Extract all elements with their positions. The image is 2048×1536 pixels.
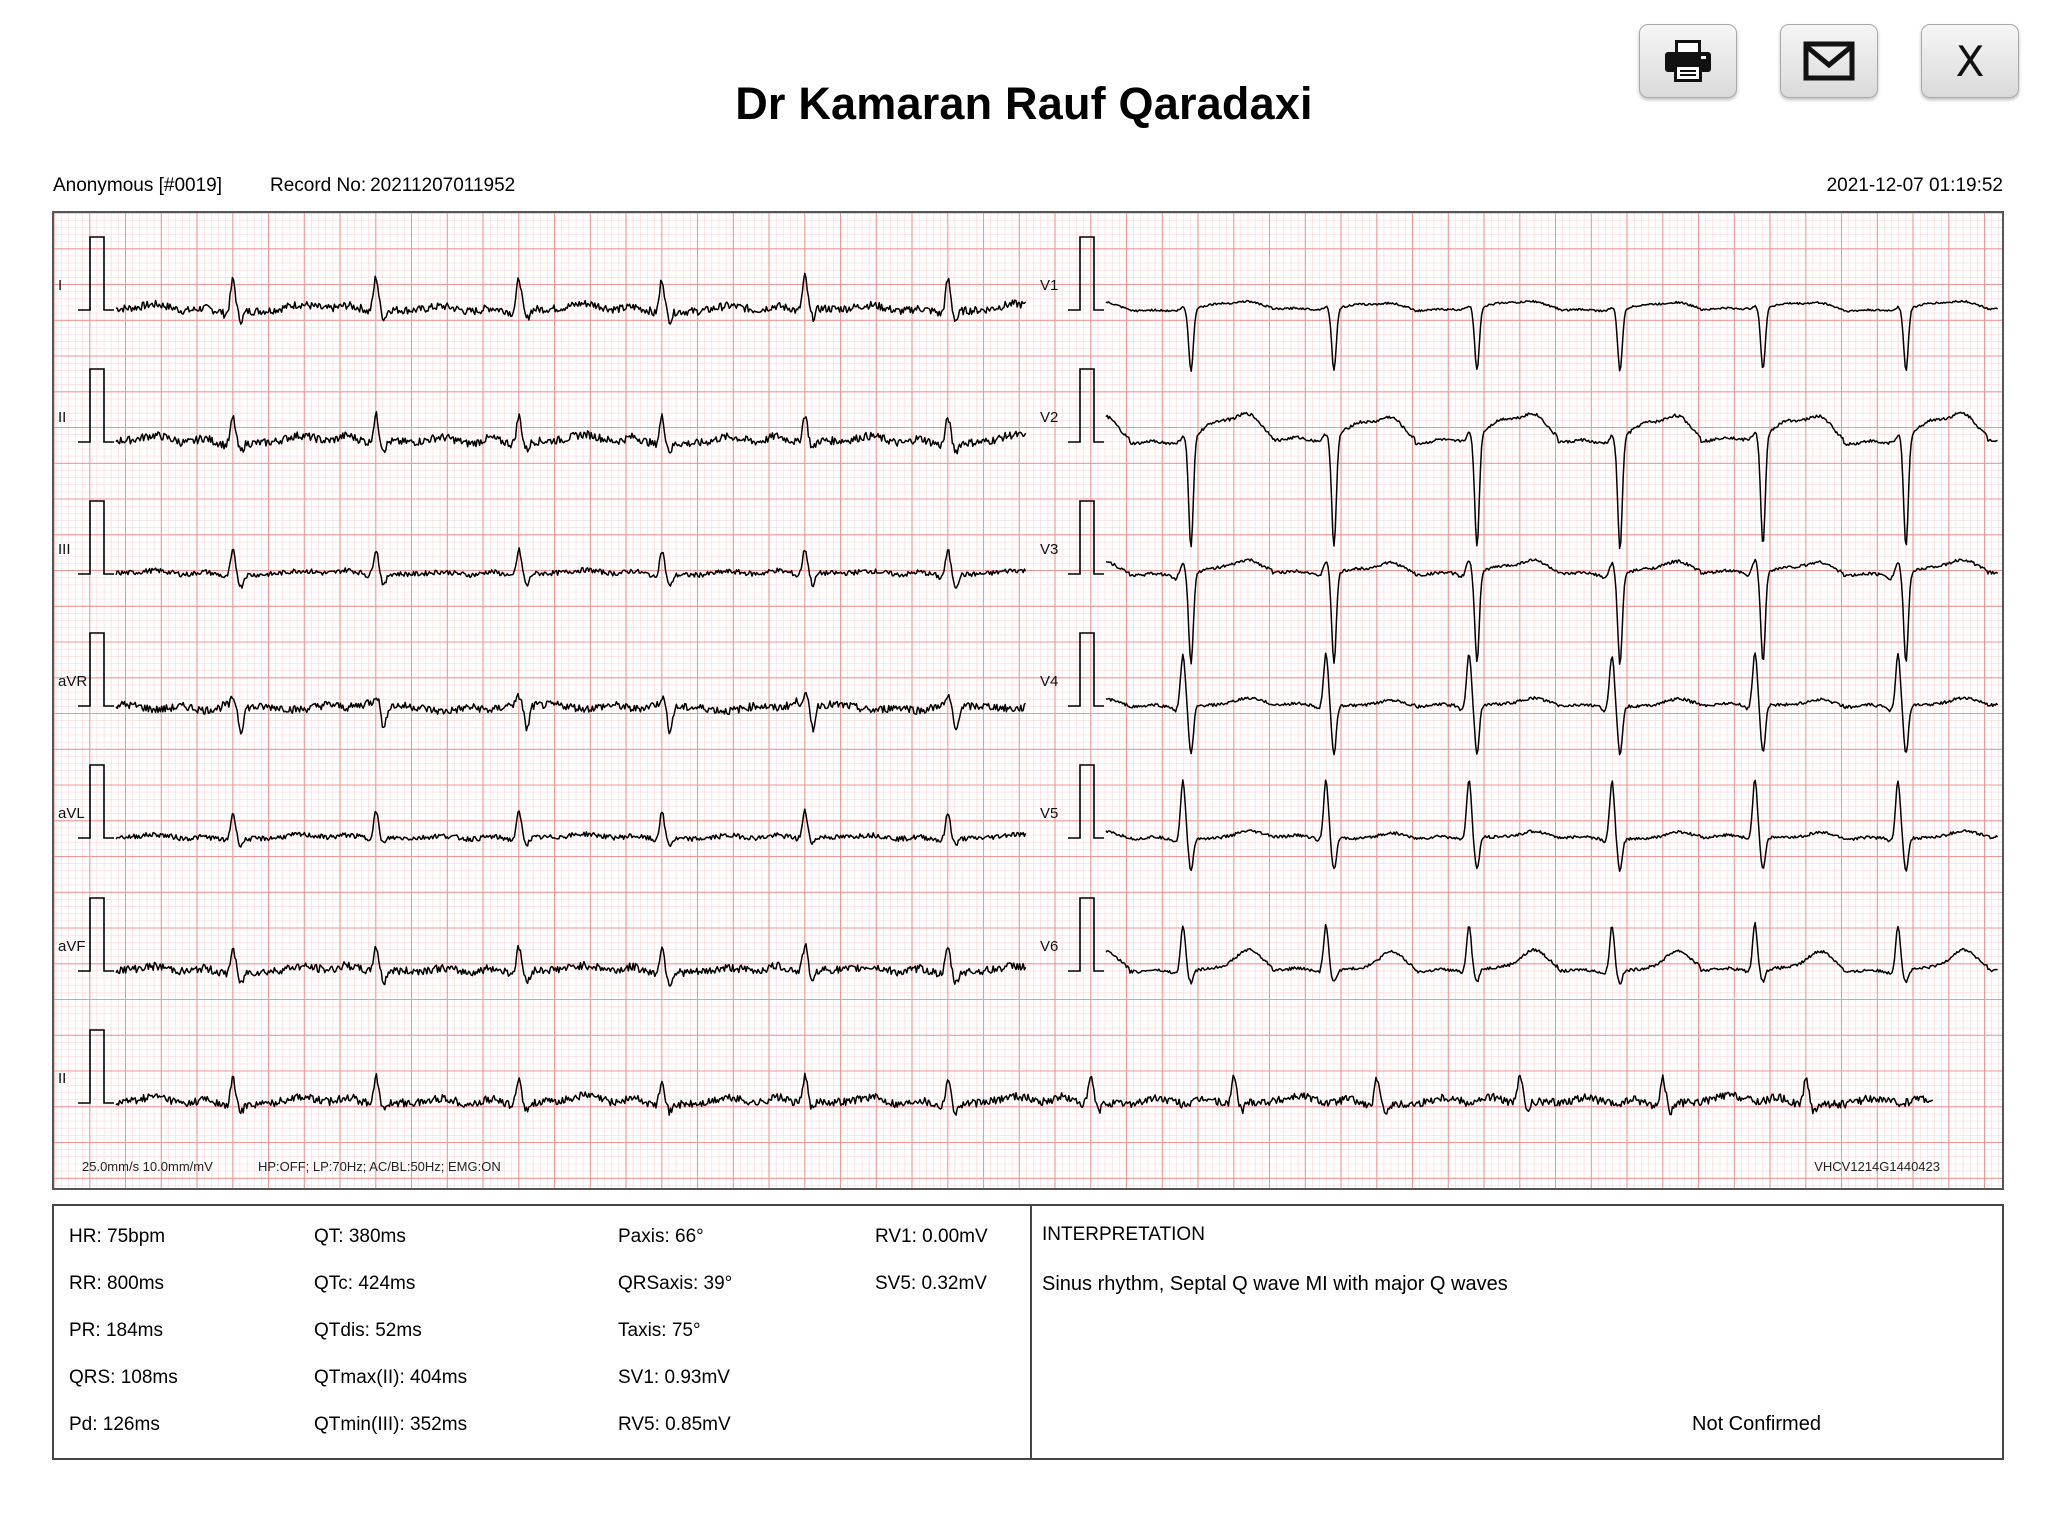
measurement-value: SV1: 0.93mV bbox=[618, 1367, 730, 1388]
envelope-icon bbox=[1803, 41, 1855, 81]
lead-label: V2 bbox=[1040, 409, 1058, 426]
measurement-value: SV5: 0.32mV bbox=[875, 1273, 987, 1294]
confirmation-status: Not Confirmed bbox=[1692, 1413, 1821, 1435]
ecg-trace bbox=[1105, 779, 1999, 872]
email-button[interactable] bbox=[1780, 24, 1878, 98]
calibration-pulse bbox=[1068, 897, 1104, 972]
measurement-value: QTc: 424ms bbox=[314, 1273, 416, 1294]
calibration-pulse bbox=[1068, 632, 1104, 707]
measurement-value: PR: 184ms bbox=[69, 1320, 163, 1341]
close-button[interactable]: X bbox=[1921, 24, 2019, 98]
ecg-trace bbox=[115, 1072, 1934, 1116]
calibration-pulse bbox=[78, 1029, 114, 1104]
ecg-trace bbox=[1105, 652, 1999, 756]
lead-label: II bbox=[58, 1070, 66, 1087]
print-button[interactable] bbox=[1639, 24, 1737, 98]
measurement-value: Paxis: 66° bbox=[618, 1226, 704, 1247]
ecg-chart: I II III aVR aVL aVF V1 V2 V3 V4 V5 V6 II 25.0mm/s 10… bbox=[52, 211, 2004, 1190]
record-number: Record No: 20211207011952 bbox=[266, 175, 515, 197]
measurement-value: RR: 800ms bbox=[69, 1273, 165, 1294]
lead-label: aVR bbox=[58, 673, 87, 690]
interpretation-title: INTERPRETATION bbox=[1042, 1224, 1205, 1245]
lead-label: V5 bbox=[1040, 805, 1058, 822]
ecg-trace bbox=[115, 691, 1026, 735]
ecg-settings: 25.0mm/s 10.0mm/mV bbox=[82, 1159, 213, 1174]
calibration-pulse bbox=[78, 632, 114, 707]
measurement-value: QTmin(III): 352ms bbox=[314, 1414, 468, 1435]
ecg-trace bbox=[115, 943, 1027, 987]
lead-label: I bbox=[58, 277, 62, 294]
measurement-value: Pd: 126ms bbox=[69, 1414, 160, 1435]
grid-major bbox=[54, 213, 2002, 1188]
lead-label: V4 bbox=[1040, 673, 1058, 690]
measurement-value: RV1: 0.00mV bbox=[875, 1226, 988, 1247]
calibration-pulse bbox=[78, 764, 114, 839]
lead-label: V6 bbox=[1040, 938, 1058, 955]
lead-label: II bbox=[58, 409, 66, 426]
grid-minor bbox=[54, 213, 2002, 1188]
ecg-trace bbox=[115, 410, 1027, 455]
measurement-value: QTdis: 52ms bbox=[314, 1320, 422, 1341]
record-datetime: 2021-12-07 01:19:52 bbox=[1826, 175, 2003, 196]
record-label: Record No: bbox=[270, 175, 367, 196]
ecg-trace bbox=[1105, 299, 1999, 373]
measurement-value: QRSaxis: 39° bbox=[618, 1273, 733, 1294]
lead-label: V3 bbox=[1040, 541, 1058, 558]
calibration-pulse bbox=[78, 236, 114, 311]
calibration-pulse bbox=[1068, 764, 1104, 839]
calibration-pulse bbox=[78, 500, 114, 575]
calibration-pulse bbox=[1068, 500, 1104, 575]
lead-label: III bbox=[58, 541, 71, 558]
panel-divider bbox=[1030, 1206, 1032, 1458]
report-title: Dr Kamaran Rauf Qaradaxi bbox=[735, 78, 1313, 129]
measurement-value: Taxis: 75° bbox=[618, 1320, 701, 1341]
ecg-trace bbox=[115, 272, 1027, 325]
measurement-value: RV5: 0.85mV bbox=[618, 1414, 731, 1435]
calibration-pulse bbox=[78, 368, 114, 443]
patient-name: Anonymous [#0019] bbox=[53, 175, 223, 196]
measurement-value: QTmax(II): 404ms bbox=[314, 1367, 468, 1388]
ecg-trace bbox=[1105, 411, 1998, 550]
device-id: VHCV1214G1440423 bbox=[1814, 1159, 1940, 1174]
lead-label: aVL bbox=[58, 805, 85, 822]
record-value: 20211207011952 bbox=[370, 175, 516, 196]
printer-icon bbox=[1665, 40, 1711, 82]
ecg-trace bbox=[1105, 921, 1998, 985]
measurement-value: QRS: 108ms bbox=[69, 1367, 178, 1388]
measurement-value: QT: 380ms bbox=[314, 1226, 406, 1247]
calibration-pulse bbox=[78, 897, 114, 972]
lead-label: V1 bbox=[1040, 277, 1058, 294]
ecg-trace bbox=[115, 547, 1027, 589]
calibration-pulse bbox=[1068, 236, 1104, 311]
ecg-trace bbox=[1105, 558, 1999, 665]
lead-label: aVF bbox=[58, 938, 86, 955]
calibration-pulse bbox=[1068, 368, 1104, 443]
close-icon: X bbox=[1955, 36, 1985, 86]
ecg-trace bbox=[115, 808, 1027, 848]
interpretation-text: Sinus rhythm, Septal Q wave MI with majo… bbox=[1042, 1273, 1508, 1295]
measurement-value: HR: 75bpm bbox=[69, 1226, 166, 1247]
ecg-filters: HP:OFF; LP:70Hz; AC/BL:50Hz; EMG:ON bbox=[258, 1159, 501, 1174]
measurements-panel: HR: 75bpm RR: 800ms PR: 184ms QRS: 108ms Pd:… bbox=[52, 1204, 2004, 1460]
